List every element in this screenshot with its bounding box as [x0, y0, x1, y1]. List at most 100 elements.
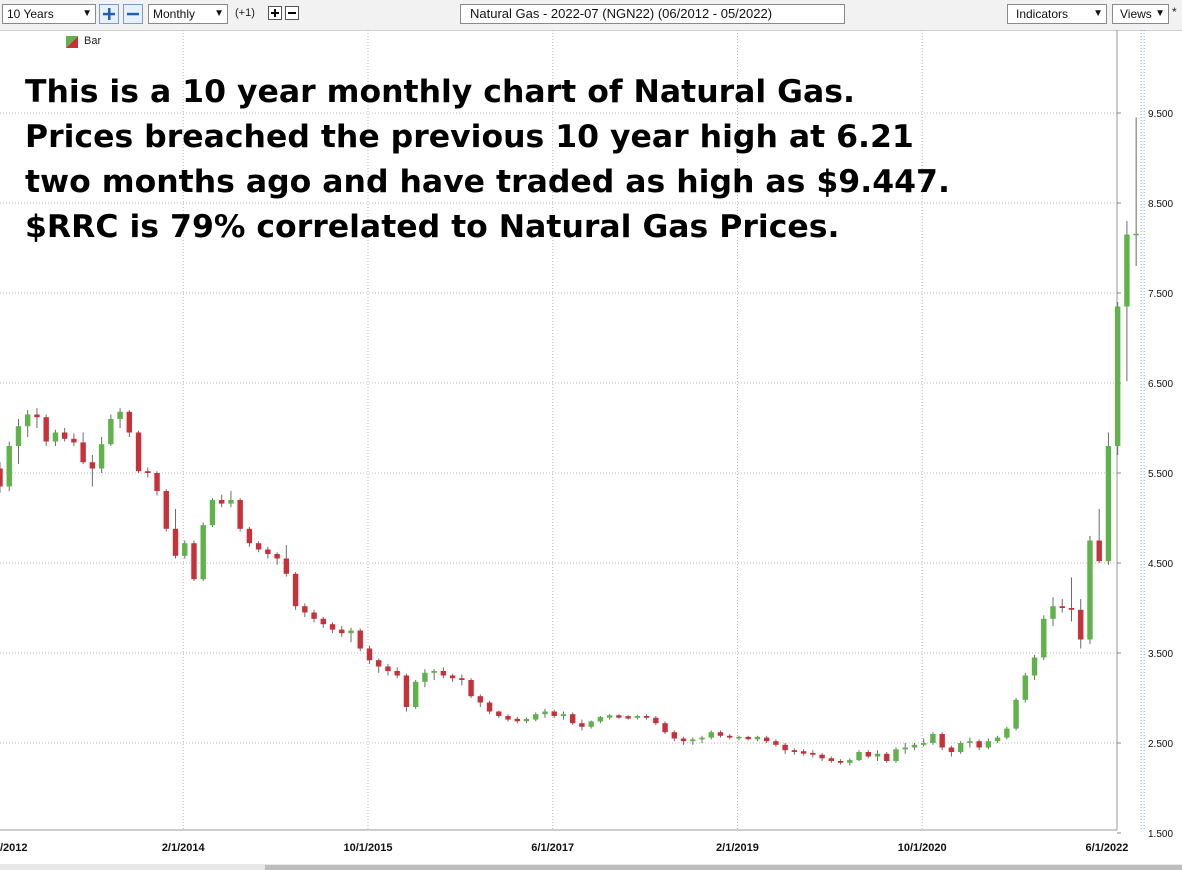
candle-body: [496, 711, 502, 716]
candle-body: [874, 753, 881, 757]
candle-body: [182, 543, 188, 556]
candle-body: [1041, 618, 1047, 658]
candle-body: [542, 711, 548, 715]
candle-body: [228, 500, 234, 504]
candle-body: [523, 718, 530, 722]
candle-body: [921, 743, 927, 745]
candle-body: [440, 671, 447, 676]
candle-body: [0, 468, 3, 487]
candle-body: [717, 732, 724, 736]
candle-body: [579, 723, 585, 727]
candle-body: [218, 500, 225, 504]
candle-body: [967, 741, 973, 743]
x-tick-label: 2/1/2019: [716, 842, 759, 854]
candle-body: [15, 426, 22, 446]
y-tick-label: 4.500: [1148, 559, 1173, 570]
candle-body: [597, 716, 604, 722]
candle-body: [569, 714, 576, 724]
interval-dropdown[interactable]: Monthly ▼: [148, 4, 228, 24]
candle-body: [80, 442, 86, 463]
candle-body: [71, 438, 77, 443]
y-tick-label: 5.500: [1148, 469, 1173, 480]
star-marker: *: [1172, 5, 1177, 19]
candle-body: [634, 716, 641, 718]
x-tick-label: 10/1/2020: [898, 842, 947, 854]
candle-body: [745, 736, 751, 740]
candle-body: [782, 744, 788, 751]
plus-icon: [271, 9, 279, 17]
period-dropdown[interactable]: 10 Years ▼: [2, 4, 96, 24]
interval-value: Monthly: [153, 7, 196, 21]
candle-body: [311, 612, 317, 619]
candle-body: [939, 734, 945, 748]
candle-body: [865, 752, 871, 757]
candle-body: [135, 432, 142, 472]
bar-legend-icon: [66, 36, 78, 48]
candle-body: [763, 737, 770, 742]
candle-body: [366, 648, 373, 661]
candle-body: [819, 754, 825, 759]
candle-body: [339, 629, 345, 634]
symbol-title-field[interactable]: Natural Gas - 2022-07 (NGN22) (06/2012 -…: [460, 4, 845, 24]
candle-body: [255, 543, 262, 550]
horizontal-scrollbar[interactable]: [0, 864, 1182, 870]
candle-body: [902, 747, 908, 750]
period-value: 10 Years: [7, 7, 54, 21]
scrollbar-thumb[interactable]: [265, 865, 1182, 870]
candle-body: [200, 525, 206, 580]
zoom-out-button[interactable]: [123, 4, 143, 24]
candle-body: [1022, 675, 1029, 700]
candle-body: [126, 411, 133, 433]
candle-body: [533, 714, 539, 720]
candle-body: [791, 750, 798, 752]
annotation-line: $RRC is 79% correlated to Natural Gas Pr…: [25, 209, 840, 245]
plus-icon: [103, 8, 115, 20]
candle-body: [468, 680, 474, 697]
candle-body: [25, 414, 31, 427]
offset-minus-button[interactable]: [285, 6, 299, 20]
candle-body: [1078, 609, 1084, 640]
views-dropdown[interactable]: Views ▼: [1112, 4, 1169, 24]
candle-body: [588, 721, 594, 727]
candle-body: [422, 672, 428, 682]
candle-body: [172, 528, 179, 556]
candle-body: [246, 528, 253, 544]
candle-body: [1031, 657, 1038, 676]
candle-body: [856, 752, 862, 761]
candle-body: [976, 741, 982, 748]
annotation-text: This is a 10 year monthly chart of Natur…: [25, 70, 1105, 250]
y-tick-label: 6.500: [1148, 379, 1173, 390]
candle-body: [505, 716, 511, 720]
candle-body: [994, 737, 1001, 742]
candle-body: [800, 751, 807, 754]
candle-body: [884, 753, 890, 761]
x-tick-label: 10/1/2015: [344, 842, 393, 854]
indicators-dropdown[interactable]: Indicators ▼: [1007, 4, 1107, 24]
candle-body: [985, 741, 992, 748]
candle-body: [754, 736, 761, 740]
zoom-in-button[interactable]: [99, 4, 119, 24]
candle-body: [52, 432, 59, 442]
offset-plus-button[interactable]: [268, 6, 282, 20]
candle-body: [643, 716, 650, 718]
candle-body: [1087, 540, 1093, 640]
candle-body: [302, 606, 308, 613]
candle-body: [292, 573, 299, 607]
legend-label: Bar: [84, 35, 102, 47]
candle-body: [930, 734, 936, 743]
candle-body: [265, 549, 271, 554]
views-label: Views: [1120, 7, 1152, 21]
candle-body: [773, 741, 779, 745]
candle-body: [810, 752, 816, 755]
candle-body: [98, 444, 105, 469]
candle-body: [117, 411, 123, 419]
candle-body: [329, 624, 336, 630]
candle-body: [61, 432, 68, 439]
candle-body: [699, 737, 705, 740]
candle-body: [6, 446, 12, 487]
candle-body: [625, 716, 631, 719]
candle-body: [459, 678, 465, 680]
candle-body: [708, 732, 714, 738]
candle-body: [376, 660, 382, 667]
candle-body: [163, 491, 169, 529]
